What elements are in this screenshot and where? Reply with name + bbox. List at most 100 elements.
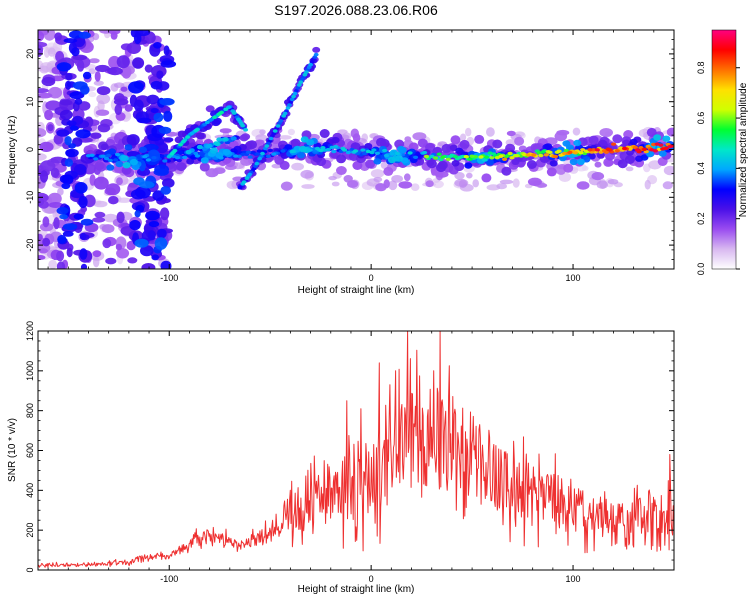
heatmap-cell bbox=[298, 80, 304, 84]
heatmap-cell bbox=[129, 219, 141, 231]
heatmap-cell bbox=[247, 155, 253, 159]
heatmap-cell bbox=[531, 153, 537, 157]
heatmap-cell bbox=[195, 132, 205, 140]
heatmap-cell bbox=[56, 129, 70, 137]
heatmap-cell bbox=[76, 59, 85, 72]
heatmap-cell bbox=[116, 55, 130, 69]
heatmap-cell bbox=[287, 103, 292, 107]
y-tick-label: -10 bbox=[25, 191, 35, 204]
heatmap-cell bbox=[256, 149, 262, 153]
heatmap-cell bbox=[267, 148, 273, 153]
heatmap-cell bbox=[134, 186, 151, 199]
heatmap-x-label: Height of straight line (km) bbox=[298, 285, 415, 296]
heatmap-cell bbox=[298, 145, 307, 153]
heatmap-cell bbox=[325, 147, 331, 152]
heatmap-cell bbox=[459, 179, 468, 188]
heatmap-cell bbox=[145, 158, 151, 162]
heatmap-cell bbox=[150, 108, 159, 114]
heatmap-x-axis: -100 0 100 bbox=[47, 30, 675, 283]
heatmap-cell bbox=[576, 158, 585, 165]
heatmap-cell bbox=[182, 155, 188, 159]
heatmap-cell bbox=[107, 158, 113, 163]
heatmap-cell bbox=[319, 129, 330, 138]
heatmap-cell bbox=[38, 248, 49, 254]
heatmap-cell bbox=[105, 257, 117, 265]
heatmap-cell bbox=[185, 149, 192, 155]
heatmap-cell bbox=[66, 120, 77, 127]
heatmap-cell bbox=[158, 126, 172, 134]
heatmap-cell bbox=[185, 135, 191, 139]
heatmap-cell bbox=[50, 167, 60, 178]
heatmap-cell bbox=[422, 150, 428, 155]
heatmap-cell bbox=[662, 135, 671, 142]
heatmap-cell bbox=[572, 151, 579, 155]
heatmap-cell bbox=[646, 127, 657, 137]
heatmap-cell bbox=[353, 149, 359, 153]
heatmap-cell bbox=[387, 156, 396, 164]
heatmap-cell bbox=[78, 31, 91, 39]
heatmap-cell bbox=[447, 154, 453, 159]
heatmap-cell bbox=[101, 224, 115, 234]
heatmap-cell bbox=[64, 136, 72, 146]
heatmap-cell bbox=[394, 151, 400, 156]
heatmap-cell bbox=[66, 247, 73, 258]
snr-x-label: Height of straight line (km) bbox=[298, 584, 415, 595]
heatmap-cell bbox=[113, 82, 125, 88]
heatmap-cell bbox=[506, 130, 516, 137]
heatmap-cell bbox=[172, 148, 178, 153]
heatmap-cell bbox=[436, 152, 442, 156]
heatmap-cell bbox=[38, 128, 47, 138]
heatmap-cell bbox=[132, 57, 145, 69]
heatmap-cell bbox=[502, 157, 508, 161]
snr-panel: -100 0 100 0 200 400 600 800 1000 1200 Height of… bbox=[7, 321, 675, 595]
heatmap-cell bbox=[127, 257, 138, 264]
heatmap-cell bbox=[108, 196, 119, 205]
heatmap-cell bbox=[209, 147, 218, 154]
heatmap-cell bbox=[72, 81, 88, 90]
heatmap-cell bbox=[204, 120, 210, 125]
heatmap-cell bbox=[268, 136, 274, 141]
heatmap-cell bbox=[308, 62, 313, 67]
heatmap-cell bbox=[525, 153, 531, 157]
heatmap-cell bbox=[205, 105, 215, 113]
heatmap-cell bbox=[100, 154, 106, 158]
heatmap-cell bbox=[160, 60, 177, 68]
heatmap-cell bbox=[400, 153, 406, 157]
heatmap-cell bbox=[588, 135, 599, 145]
heatmap-cell bbox=[245, 150, 251, 154]
heatmap-cell bbox=[153, 168, 169, 176]
heatmap-cell bbox=[57, 234, 67, 244]
heatmap-cell bbox=[580, 148, 586, 152]
heatmap-cell bbox=[63, 38, 78, 44]
heatmap-cell bbox=[94, 71, 101, 82]
heatmap-cell bbox=[216, 137, 223, 142]
heatmap-cell bbox=[159, 207, 170, 221]
heatmap-cell bbox=[301, 184, 315, 189]
heatmap-cell bbox=[291, 162, 304, 171]
heatmap-cell bbox=[291, 94, 296, 99]
heatmap-cell bbox=[73, 213, 84, 220]
heatmap-cell bbox=[124, 104, 133, 112]
heatmap-cell bbox=[38, 153, 47, 161]
heatmap-cell bbox=[569, 158, 578, 166]
heatmap-cell bbox=[38, 88, 49, 94]
heatmap-cell bbox=[217, 111, 223, 116]
heatmap-cell bbox=[47, 47, 56, 57]
heatmap-cell bbox=[120, 155, 129, 162]
heatmap-cell bbox=[243, 128, 249, 132]
heatmap-cell bbox=[152, 190, 165, 201]
heatmap-cell bbox=[562, 151, 568, 156]
heatmap-cell bbox=[163, 137, 174, 143]
heatmap-cell bbox=[441, 143, 452, 153]
heatmap-cell bbox=[430, 167, 437, 176]
heatmap-cell bbox=[538, 153, 544, 158]
heatmap-cell bbox=[474, 134, 485, 144]
heatmap-cell bbox=[640, 154, 649, 161]
snr-y-label: SNR (10 * v/v) bbox=[7, 418, 18, 482]
heatmap-cell bbox=[254, 161, 260, 166]
heatmap-cell bbox=[196, 144, 203, 150]
heatmap-cell bbox=[126, 42, 141, 54]
heatmap-cell bbox=[205, 168, 219, 178]
heatmap-cell bbox=[412, 132, 427, 141]
heatmap-cell bbox=[88, 68, 96, 75]
